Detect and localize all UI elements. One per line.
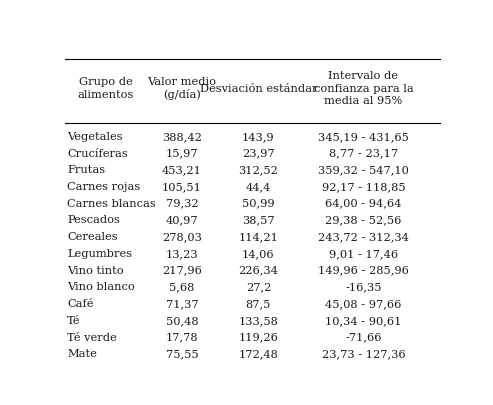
Text: 38,57: 38,57 [242, 215, 275, 225]
Text: 278,03: 278,03 [162, 232, 202, 241]
Text: Carnes blancas: Carnes blancas [68, 198, 156, 208]
Text: 388,42: 388,42 [162, 132, 202, 141]
Text: 71,37: 71,37 [166, 298, 198, 308]
Text: Vino blanco: Vino blanco [68, 281, 135, 292]
Text: 44,4: 44,4 [246, 181, 271, 192]
Text: 312,52: 312,52 [239, 165, 279, 175]
Text: 40,97: 40,97 [166, 215, 198, 225]
Text: 14,06: 14,06 [242, 248, 275, 258]
Text: Mate: Mate [68, 348, 97, 358]
Text: Cereales: Cereales [68, 232, 118, 241]
Text: 143,9: 143,9 [242, 132, 275, 141]
Text: 92,17 - 118,85: 92,17 - 118,85 [321, 181, 405, 192]
Text: 75,55: 75,55 [166, 348, 198, 358]
Text: 50,48: 50,48 [166, 315, 198, 325]
Text: -71,66: -71,66 [345, 332, 382, 342]
Text: 453,21: 453,21 [162, 165, 202, 175]
Text: 27,2: 27,2 [246, 281, 271, 292]
Text: 64,00 - 94,64: 64,00 - 94,64 [325, 198, 402, 208]
Text: Carnes rojas: Carnes rojas [68, 181, 141, 192]
Text: Desviación estándar: Desviación estándar [200, 83, 317, 93]
Text: Crucíferas: Crucíferas [68, 148, 128, 158]
Text: 5,68: 5,68 [169, 281, 195, 292]
Text: 119,26: 119,26 [239, 332, 279, 342]
Text: 87,5: 87,5 [246, 298, 271, 308]
Text: 8,77 - 23,17: 8,77 - 23,17 [329, 148, 398, 158]
Text: 172,48: 172,48 [239, 348, 279, 358]
Text: Té verde: Té verde [68, 332, 117, 342]
Text: Café: Café [68, 298, 94, 308]
Text: Vegetales: Vegetales [68, 132, 123, 141]
Text: Legumbres: Legumbres [68, 248, 133, 258]
Text: 345,19 - 431,65: 345,19 - 431,65 [318, 132, 409, 141]
Text: 226,34: 226,34 [239, 265, 279, 275]
Text: 9,01 - 17,46: 9,01 - 17,46 [329, 248, 398, 258]
Text: 50,99: 50,99 [242, 198, 275, 208]
Text: 133,58: 133,58 [239, 315, 279, 325]
Text: Té: Té [68, 315, 81, 325]
Text: 15,97: 15,97 [166, 148, 198, 158]
Text: Grupo de
alimentos: Grupo de alimentos [77, 77, 134, 100]
Text: 114,21: 114,21 [239, 232, 279, 241]
Text: 23,97: 23,97 [242, 148, 275, 158]
Text: Vino tinto: Vino tinto [68, 265, 124, 275]
Text: 79,32: 79,32 [166, 198, 198, 208]
Text: 29,38 - 52,56: 29,38 - 52,56 [325, 215, 402, 225]
Text: 23,73 - 127,36: 23,73 - 127,36 [321, 348, 405, 358]
Text: Intervalo de
confianza para la
media al 95%: Intervalo de confianza para la media al … [314, 71, 413, 106]
Text: Pescados: Pescados [68, 215, 120, 225]
Text: Frutas: Frutas [68, 165, 106, 175]
Text: -16,35: -16,35 [345, 281, 382, 292]
Text: 105,51: 105,51 [162, 181, 202, 192]
Text: 10,34 - 90,61: 10,34 - 90,61 [325, 315, 402, 325]
Text: 13,23: 13,23 [166, 248, 198, 258]
Text: Valor medio
(g/día): Valor medio (g/día) [147, 77, 216, 100]
Text: 45,08 - 97,66: 45,08 - 97,66 [325, 298, 402, 308]
Text: 17,78: 17,78 [166, 332, 198, 342]
Text: 149,96 - 285,96: 149,96 - 285,96 [318, 265, 409, 275]
Text: 217,96: 217,96 [162, 265, 202, 275]
Text: 359,32 - 547,10: 359,32 - 547,10 [318, 165, 409, 175]
Text: 243,72 - 312,34: 243,72 - 312,34 [318, 232, 409, 241]
